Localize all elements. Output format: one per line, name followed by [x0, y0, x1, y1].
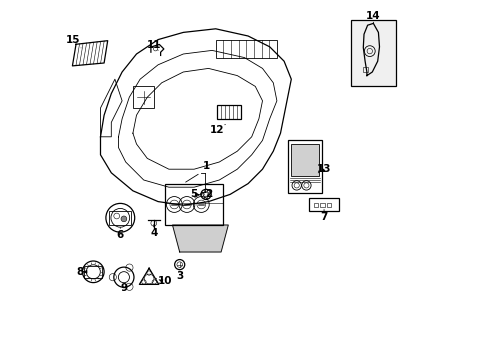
- Text: 7: 7: [320, 212, 327, 222]
- Bar: [133, 86, 154, 108]
- Bar: [326, 203, 330, 207]
- Text: 11: 11: [147, 40, 162, 50]
- Text: 5: 5: [189, 189, 197, 199]
- Bar: [215, 40, 276, 58]
- Bar: [362, 67, 367, 72]
- Bar: [309, 198, 338, 211]
- Text: 12: 12: [210, 125, 224, 135]
- Text: 9: 9: [120, 283, 127, 293]
- Text: 3: 3: [176, 271, 183, 282]
- Bar: [290, 144, 318, 176]
- Bar: [109, 211, 131, 225]
- Circle shape: [121, 216, 126, 222]
- Polygon shape: [172, 225, 228, 252]
- Bar: [350, 20, 395, 86]
- Bar: [287, 140, 321, 193]
- Text: 10: 10: [157, 276, 171, 286]
- Text: 1: 1: [202, 161, 209, 171]
- Bar: [320, 203, 324, 207]
- Text: 8: 8: [76, 267, 83, 277]
- Bar: [165, 184, 223, 225]
- Text: 4: 4: [150, 228, 157, 238]
- Bar: [84, 266, 102, 278]
- Bar: [313, 203, 318, 207]
- Text: 2: 2: [204, 189, 212, 199]
- Text: 6: 6: [117, 230, 123, 240]
- Text: 15: 15: [66, 35, 81, 45]
- Bar: [217, 105, 241, 119]
- Text: 13: 13: [317, 164, 331, 174]
- Text: 14: 14: [366, 11, 380, 21]
